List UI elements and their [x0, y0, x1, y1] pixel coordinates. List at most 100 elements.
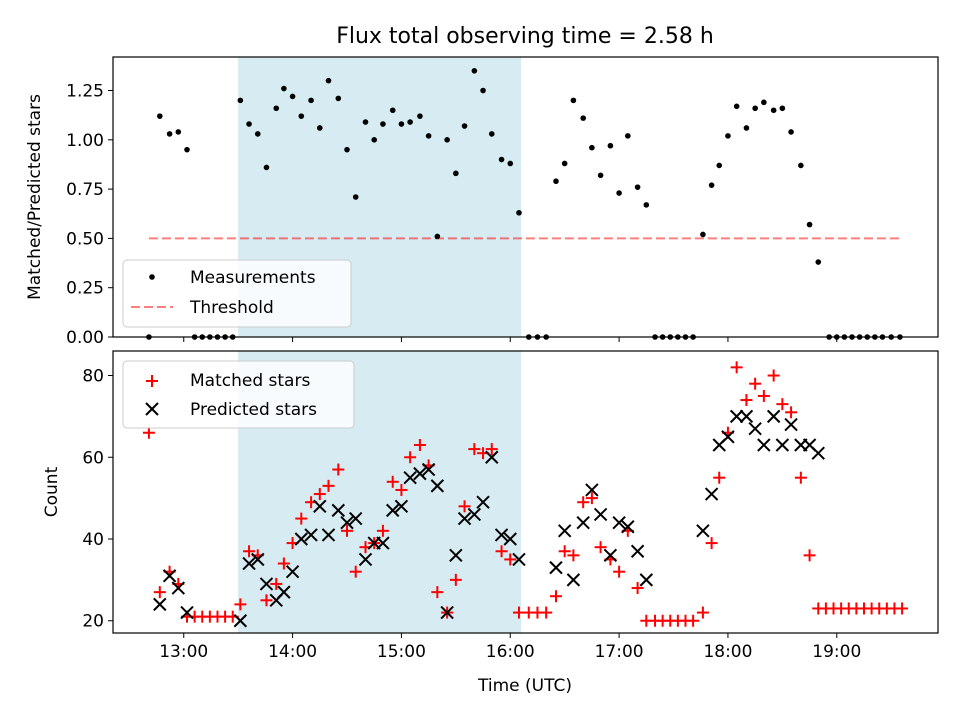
predicted-star-point	[386, 503, 400, 518]
matched-star-point	[757, 389, 770, 402]
predicted-star-point	[485, 450, 499, 464]
measurement-point	[733, 103, 740, 110]
predicted-star-point	[811, 446, 825, 460]
matched-star-point	[705, 537, 718, 550]
measurement-point	[570, 97, 577, 104]
predicted-star-point	[403, 470, 417, 485]
predicted-star-point	[242, 556, 256, 571]
x-tick-label: 15:00	[377, 642, 426, 662]
predicted-star-point	[259, 577, 274, 591]
measurement-point	[298, 113, 305, 119]
matched-star-point	[567, 549, 580, 562]
measurement-point	[770, 107, 777, 114]
matched-star-point	[386, 475, 399, 488]
count-x-axis-ticks: 13:00 14:00 15:00 16:00 17:00 18:00 19:00	[159, 633, 861, 662]
predicted-star-point	[304, 528, 318, 542]
y-tick-label: 0.50	[66, 229, 104, 249]
measurement-point	[380, 121, 386, 127]
matched-star-point	[349, 565, 362, 578]
predicted-star-point	[476, 495, 490, 509]
measurement-point	[184, 146, 190, 153]
measurement-point	[725, 133, 731, 139]
matched-star-point	[260, 594, 273, 607]
matched-star-point	[341, 524, 354, 537]
matched-star-point	[631, 582, 644, 595]
matched-star-point	[485, 443, 498, 456]
count-y-axis-label: Count	[42, 466, 62, 517]
measurement-point	[398, 121, 405, 127]
measurement-point	[325, 77, 332, 84]
measurements-legend-marker	[149, 274, 155, 280]
predicted-star-point	[621, 520, 635, 534]
x-tick-label: 13:00	[159, 642, 208, 662]
predicted-star-point	[766, 409, 781, 424]
y-tick-label: 60	[82, 448, 104, 468]
matched-star-point	[794, 471, 807, 484]
predicted-star-point	[233, 614, 248, 628]
chart-title: Flux total observing time = 2.58 h	[336, 24, 714, 49]
matched-star-point	[332, 463, 345, 476]
matched-star-point	[594, 541, 607, 554]
measurement-point	[166, 131, 173, 137]
matched-star-point	[376, 524, 389, 537]
measurement-point	[561, 160, 568, 167]
ratio-y-axis-ticks: 0.00 0.25 0.50 0.75 1.00 1.25	[66, 82, 113, 348]
predicted-star-point	[576, 515, 590, 530]
measurement-point	[616, 190, 622, 196]
y-tick-label: 1.25	[66, 82, 104, 102]
measurement-point	[480, 87, 486, 94]
matched-star-point	[613, 565, 626, 578]
matched-star-point	[577, 496, 590, 509]
measurement-point	[157, 113, 163, 119]
measurement-point	[281, 85, 287, 92]
predicted-star-point	[376, 536, 390, 550]
measurement-point	[389, 107, 396, 114]
matched-star-point	[713, 471, 726, 484]
matched-star-point	[404, 451, 417, 464]
matched-star-point	[776, 398, 789, 411]
measurement-point	[708, 182, 715, 188]
measurement-point	[761, 99, 767, 106]
predicted-star-point	[321, 528, 336, 542]
count-plot-frame	[112, 350, 939, 634]
predicted-star-point	[612, 515, 626, 530]
predicted-star-point	[639, 573, 654, 587]
measurement-point	[516, 209, 522, 216]
x-tick-label: 17:00	[595, 642, 644, 662]
measurement-point	[335, 95, 342, 102]
predicted-star-point	[294, 532, 308, 546]
predicted-star-point	[467, 507, 482, 522]
predicted-star-point	[566, 573, 581, 587]
measurement-point	[362, 119, 369, 125]
ratio-y-axis-label: Matched/Predicted stars	[25, 94, 45, 300]
measurement-point	[798, 162, 804, 169]
measurement-point	[634, 184, 641, 190]
count-legend: Matched stars Predicted stars	[122, 360, 355, 429]
predicted-star-point	[721, 430, 735, 444]
measurement-point	[417, 113, 423, 119]
measurement-point	[175, 129, 182, 135]
count-y-axis-ticks: 20 40 60 80	[82, 367, 113, 632]
predicted-star-point	[549, 560, 563, 575]
ratio-x-axis-ticks	[183, 337, 838, 342]
ratio-legend: Measurements Threshold	[122, 259, 352, 328]
measurement-point	[507, 160, 514, 167]
predicted-star-point	[285, 564, 300, 579]
y-tick-label: 0.75	[66, 180, 104, 200]
matched-star-point	[295, 512, 308, 525]
matched-star-point	[431, 586, 444, 599]
y-tick-label: 0.25	[66, 279, 104, 299]
measurement-point	[471, 68, 478, 74]
measurement-point	[434, 233, 441, 240]
predicted-star-point	[757, 438, 771, 452]
predicted-star-point	[180, 605, 194, 620]
matched-star-point	[540, 606, 553, 619]
measurement-point	[553, 178, 559, 185]
predicted-legend-marker	[145, 402, 159, 416]
predicted-star-point	[704, 487, 719, 501]
predicted-star-point	[421, 462, 436, 477]
measurement-point	[316, 125, 323, 131]
measurements-legend-label: Measurements	[190, 268, 316, 288]
predicted-star-point	[340, 515, 354, 530]
